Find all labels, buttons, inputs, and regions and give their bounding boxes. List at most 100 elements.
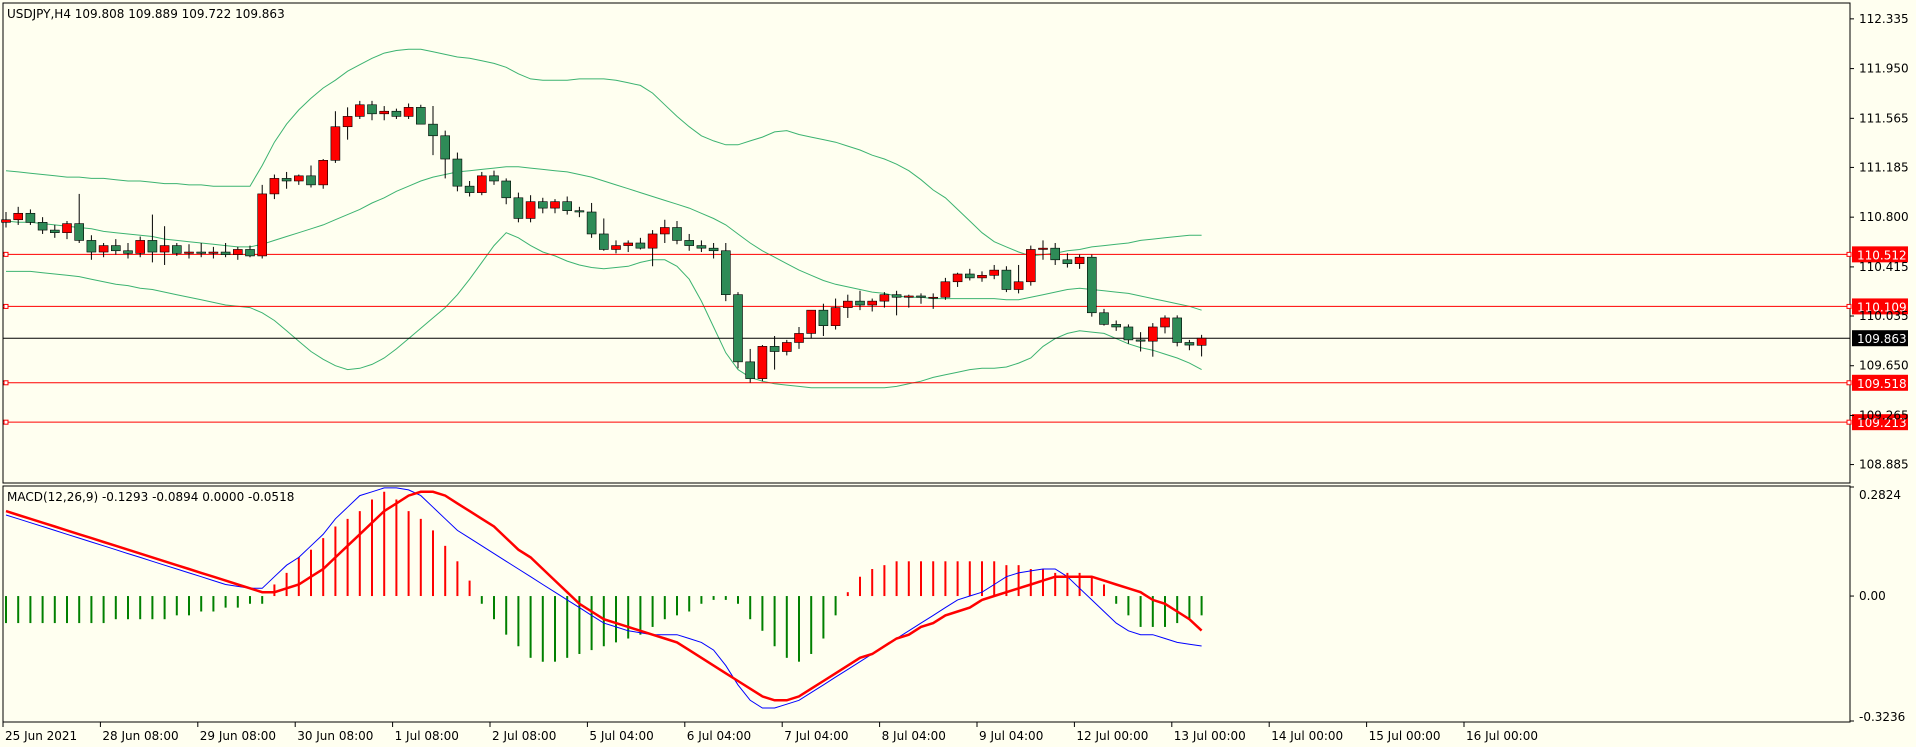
level-handle-right-3[interactable]	[1846, 419, 1852, 425]
level-handle-right-2[interactable]	[1846, 380, 1852, 386]
candle-body	[37, 222, 48, 231]
time-tick-label: 14 Jul 00:00	[1271, 729, 1343, 743]
candle	[318, 159, 329, 189]
level-handle-right-0[interactable]	[1846, 251, 1852, 257]
candle	[1074, 254, 1085, 269]
level-handle-right-1[interactable]	[1846, 303, 1852, 309]
candle	[13, 206, 23, 225]
support-resistance-levels: 110.512 110.109 109.518 109.213 109.863	[3, 246, 1908, 431]
candle-body	[537, 201, 548, 209]
candle-body	[440, 135, 451, 160]
candle-body	[708, 247, 719, 252]
time-tick-label: 25 Jun 2021	[5, 729, 77, 743]
candle	[391, 108, 402, 119]
candle	[1013, 264, 1024, 294]
time-tick-label: 6 Jul 04:00	[687, 729, 751, 743]
candle	[196, 243, 206, 258]
candle-body	[659, 227, 670, 235]
candle	[696, 240, 707, 253]
candle-body	[245, 249, 255, 257]
candle	[245, 245, 255, 258]
level-handle-2[interactable]	[3, 380, 9, 386]
candle	[1111, 320, 1121, 331]
candle	[501, 178, 512, 205]
candle-body	[1148, 326, 1158, 342]
candle-body	[781, 342, 792, 352]
candle	[708, 243, 719, 259]
candle-body	[513, 197, 524, 219]
candle	[550, 199, 560, 214]
candle-body	[964, 273, 975, 279]
time-tick-label: 9 Jul 04:00	[979, 729, 1043, 743]
candle-body	[233, 249, 243, 255]
level-tag-label-0: 110.512	[1857, 248, 1907, 262]
candle	[733, 292, 743, 369]
candle	[1062, 253, 1073, 268]
macd-tick-label: 0.00	[1859, 589, 1886, 603]
level-tag-label-1: 110.109	[1857, 300, 1907, 314]
candle-body	[1001, 269, 1012, 290]
candle-body	[1050, 247, 1060, 261]
candle-body	[916, 295, 926, 298]
candle-body	[1123, 326, 1134, 341]
price-tick-label: 110.800	[1859, 210, 1909, 224]
candle	[757, 345, 768, 382]
candle-body	[928, 296, 939, 299]
candle	[720, 243, 731, 302]
candle	[940, 277, 951, 300]
level-tag-3	[1852, 414, 1908, 431]
level-handle-3[interactable]	[3, 419, 9, 425]
candle	[989, 264, 1000, 280]
bollinger-upper	[5, 48, 1202, 257]
candle-body	[452, 158, 463, 187]
candle-body	[550, 201, 560, 209]
candle-body	[330, 126, 341, 161]
candle	[537, 197, 548, 214]
candle	[659, 219, 670, 243]
candle	[354, 100, 365, 119]
candle-body	[415, 107, 426, 125]
candle	[147, 214, 158, 263]
macd-line	[5, 487, 1202, 709]
signal-line	[5, 490, 1203, 702]
candle-body	[196, 251, 206, 254]
time-tick-label: 30 Jun 08:00	[297, 729, 373, 743]
level-handle-0[interactable]	[3, 251, 9, 257]
candle	[867, 298, 878, 312]
price-tick-label: 111.950	[1859, 62, 1909, 76]
level-handle-1[interactable]	[3, 303, 9, 309]
candle	[367, 100, 377, 121]
candle	[379, 106, 390, 121]
candle-body	[13, 212, 23, 221]
candle	[903, 294, 914, 308]
candle	[440, 130, 451, 179]
candle-body	[111, 245, 121, 252]
candle	[684, 233, 695, 251]
candle	[574, 206, 585, 218]
time-axis: 25 Jun 2021 28 Jun 08:00 29 Jun 08:00 30 Ju…	[2, 722, 1538, 743]
time-tick-label: 12 Jul 00:00	[1076, 729, 1148, 743]
candle-body	[1074, 256, 1085, 264]
candle	[111, 239, 121, 255]
candle	[293, 174, 304, 185]
candle-body	[184, 251, 194, 254]
candle	[342, 107, 353, 140]
price-tick-label: 110.035	[1859, 309, 1909, 323]
candle	[842, 294, 853, 318]
candle-body	[476, 175, 487, 193]
candle	[598, 218, 609, 251]
candle	[1123, 324, 1134, 344]
candle	[891, 290, 902, 316]
candle	[403, 103, 414, 119]
candle	[233, 246, 243, 260]
candle-body	[25, 212, 36, 223]
price-panel-frame	[2, 2, 1851, 484]
candle-body	[1013, 281, 1024, 290]
candle	[306, 165, 316, 188]
time-tick-label: 5 Jul 04:00	[589, 729, 653, 743]
time-tick-label: 15 Jul 00:00	[1369, 729, 1441, 743]
candle-body	[318, 160, 329, 186]
candle-body	[879, 294, 890, 302]
candle	[208, 246, 219, 259]
